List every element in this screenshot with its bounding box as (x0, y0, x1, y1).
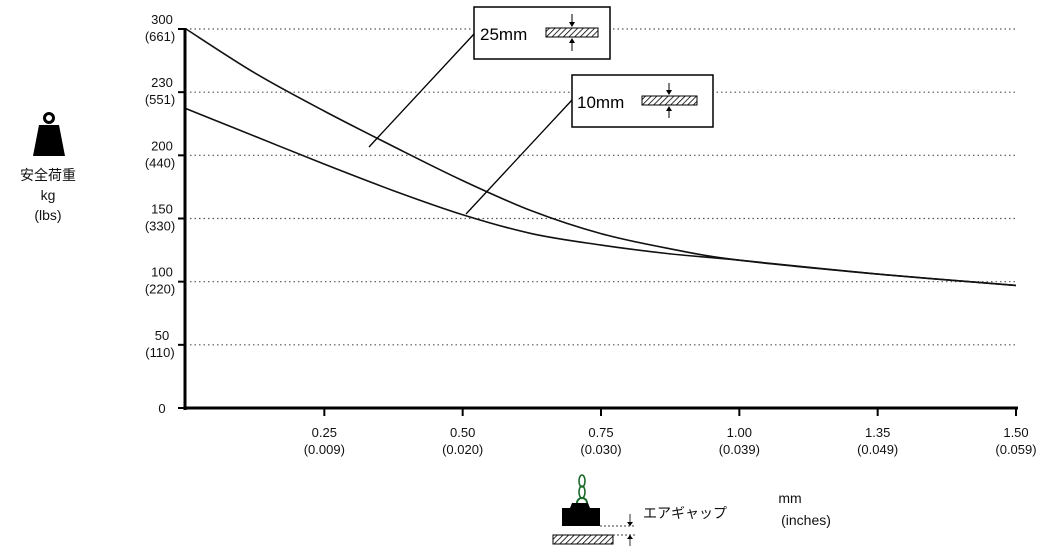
x-axis-label-unit: mm (778, 490, 801, 506)
x-axis-label: エアギャップ mm (inches) (552, 474, 831, 546)
leader-line-25mm (368, 33, 475, 148)
series-line-10mm (185, 107, 1017, 287)
legend-label-25mm: 25mm (480, 25, 527, 44)
y-axis-label-line1: 安全荷重 (20, 167, 76, 183)
y-tick-label: 200 (151, 138, 173, 153)
plate-icon (641, 83, 698, 118)
y-tick-sublabel: (551) (145, 92, 175, 107)
x-axis-label-unit-inches: (inches) (781, 512, 831, 528)
x-tick-label: 0.25 (312, 425, 337, 440)
curves (185, 28, 1017, 287)
x-tick-sublabel: (0.049) (857, 442, 898, 457)
y-axis-label-line2: kg (41, 187, 56, 203)
series-line-25mm (185, 28, 1017, 287)
y-tick-sublabel: (440) (145, 155, 175, 170)
x-tick-label: 0.50 (450, 425, 475, 440)
y-tick-sublabel: (661) (145, 29, 175, 44)
x-ticks: 0.25 (0.009) 0.50 (0.020) 0.75 (0.030) 1.00 (0.… (304, 408, 1037, 457)
leader-line-10mm (465, 99, 573, 215)
x-tick-sublabel: (0.020) (442, 442, 483, 457)
y-tick-label: 150 (151, 202, 173, 217)
y-tick-label: 50 (155, 328, 169, 343)
x-tick-sublabel: (0.039) (719, 442, 760, 457)
weight-icon (33, 112, 65, 156)
x-tick-label: 1.00 (727, 425, 752, 440)
legend-10mm: 10mm (465, 74, 714, 215)
x-tick-label: 0.75 (588, 425, 613, 440)
legend-label-10mm: 10mm (577, 93, 624, 112)
legend-25mm: 25mm (368, 6, 611, 148)
y-tick-sublabel: (220) (145, 282, 175, 297)
x-tick-sublabel: (0.009) (304, 442, 345, 457)
y-tick-label: 0 (158, 401, 165, 416)
x-tick-sublabel: (0.059) (995, 442, 1036, 457)
y-tick-sublabel: (110) (145, 345, 174, 360)
y-tick-sublabel: (330) (145, 219, 175, 234)
x-tick-sublabel: (0.030) (580, 442, 621, 457)
y-tick-label: 230 (151, 75, 173, 90)
magnet-icon (552, 474, 636, 546)
x-tick-label: 1.35 (865, 425, 890, 440)
y-ticks: 0 50 (110) 100 (220) 150 (330) 200 (440) 230 (551)… (145, 12, 185, 416)
plate-icon (545, 14, 599, 51)
y-axis-label: 安全荷重 kg (lbs) (20, 112, 76, 223)
x-tick-label: 1.50 (1003, 425, 1028, 440)
y-axis-label-line3: (lbs) (34, 207, 61, 223)
x-axis-label-name: エアギャップ (643, 505, 727, 521)
y-tick-label: 100 (151, 265, 173, 280)
y-tick-label: 300 (151, 12, 173, 27)
